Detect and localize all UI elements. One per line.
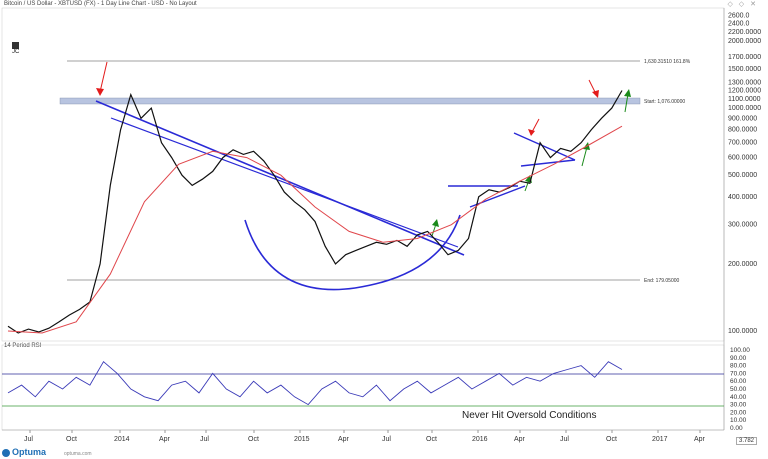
price-tick-label: 900.0000 — [728, 115, 757, 122]
up-arrow-1 — [431, 219, 439, 237]
price-tick-label: 100.0000 — [728, 328, 757, 335]
time-tick-label: Oct — [66, 436, 77, 443]
price-tick-label: 1500.0000 — [728, 66, 761, 73]
footer-source: optuma.com — [64, 451, 92, 457]
rsi-tick-label: 100.00 — [730, 347, 750, 354]
rsi-tick-label: 80.00 — [730, 363, 747, 370]
pane-button[interactable]: JC — [12, 42, 26, 56]
price-badge: 3.782 — [736, 437, 758, 445]
rsi-axis-ticks: 100.0090.0080.0070.0060.0050.0040.0030.0… — [730, 347, 750, 432]
pane-icon — [12, 42, 19, 49]
time-tick-label: Jul — [200, 436, 209, 443]
end-level-label: End: 179.05000 — [644, 278, 680, 284]
time-tick-label: Apr — [159, 436, 171, 443]
rsi-tick-label: 40.00 — [730, 394, 747, 401]
start-level-label: Start: 1,076.00000 — [644, 99, 685, 105]
time-tick-label: 2017 — [652, 436, 668, 443]
price-tick-label: 500.0000 — [728, 172, 757, 179]
downtrend-line-2 — [110, 117, 459, 248]
price-tick-label: 1200.0000 — [728, 88, 761, 95]
rsi-tick-label: 30.00 — [730, 402, 747, 409]
time-tick-label: Apr — [338, 436, 350, 443]
start-level-band — [59, 97, 641, 105]
rsi-tick-label: 70.00 — [730, 370, 747, 377]
rsi-tick-label: 90.00 — [730, 355, 747, 362]
rsi-series — [7, 361, 623, 406]
time-tick-label: Jul — [382, 436, 391, 443]
optuma-logo: Optuma — [2, 447, 46, 457]
price-tick-label: 1000.0000 — [728, 105, 761, 112]
time-tick-label: Jul — [560, 436, 569, 443]
down-arrow-1 — [96, 61, 108, 96]
price-line — [7, 90, 623, 334]
rounding-bottom-arc — [244, 214, 461, 291]
time-tick-label: 2016 — [472, 436, 488, 443]
price-tick-label: 2200.0000 — [728, 29, 761, 36]
price-tick-label: 1100.0000 — [728, 96, 761, 103]
price-tick-label: 2600.0 — [728, 13, 750, 20]
price-tick-label: 300.0000 — [728, 222, 757, 229]
pennant-top-line — [513, 132, 576, 161]
price-series — [7, 90, 623, 334]
downtrend-line — [95, 100, 465, 256]
price-tick-label: 2000.0000 — [728, 38, 761, 45]
moving-average-line — [7, 125, 623, 334]
price-tick-label: 1700.0000 — [728, 54, 761, 61]
price-tick-label: 2400.0 — [728, 20, 750, 27]
rsi-annotation: Never Hit Oversold Conditions — [462, 410, 597, 421]
optuma-logo-icon — [2, 448, 10, 457]
time-tick-label: Oct — [426, 436, 437, 443]
rsi-tick-label: 10.00 — [730, 417, 747, 424]
chart-title: Bitcoin / US Dollar - XBTUSD (FX) - 1 Da… — [4, 1, 197, 7]
price-tick-label: 1300.0000 — [728, 80, 761, 87]
fib-level-label: 1,630.31510 161.8% — [644, 59, 691, 65]
rsi-panel-frame — [1, 344, 725, 431]
rsi-tick-label: 60.00 — [730, 378, 747, 385]
window-controls[interactable]: ◇ ◇ ✕ — [727, 1, 758, 8]
time-axis-ticks: Jul Oct 2014 Apr Jul Oct 2015 Apr Jul Oct 2016 Apr J… — [24, 430, 706, 443]
time-tick-label: Oct — [248, 436, 259, 443]
time-tick-label: 2014 — [114, 436, 130, 443]
rsi-tick-label: 50.00 — [730, 386, 747, 393]
up-arrow-4 — [624, 89, 631, 113]
rsi-tick-label: 0.00 — [730, 425, 743, 432]
time-tick-label: Apr — [514, 436, 526, 443]
time-tick-label: Jul — [24, 436, 33, 443]
down-arrow-3 — [588, 79, 599, 98]
time-tick-label: 2015 — [294, 436, 310, 443]
time-tick-label: Oct — [606, 436, 617, 443]
price-tick-label: 600.0000 — [728, 155, 757, 162]
price-tick-label: 200.0000 — [728, 261, 757, 268]
rsi-line — [7, 361, 623, 406]
pane-button-label: JC — [12, 49, 20, 56]
moving-average-series — [7, 125, 623, 334]
rsi-panel-label: 14 Period RSI — [4, 343, 42, 349]
up-arrow-3 — [581, 142, 590, 167]
down-arrow-2 — [528, 118, 540, 136]
price-tick-label: 700.0000 — [728, 140, 757, 147]
optuma-logo-text: Optuma — [12, 447, 47, 457]
pennant-bottom-line — [520, 159, 576, 167]
rsi-tick-label: 20.00 — [730, 409, 747, 416]
price-tick-label: 800.0000 — [728, 127, 757, 134]
time-tick-label: Apr — [694, 436, 706, 443]
price-panel-frame — [1, 7, 725, 342]
price-tick-label: 400.0000 — [728, 194, 757, 201]
